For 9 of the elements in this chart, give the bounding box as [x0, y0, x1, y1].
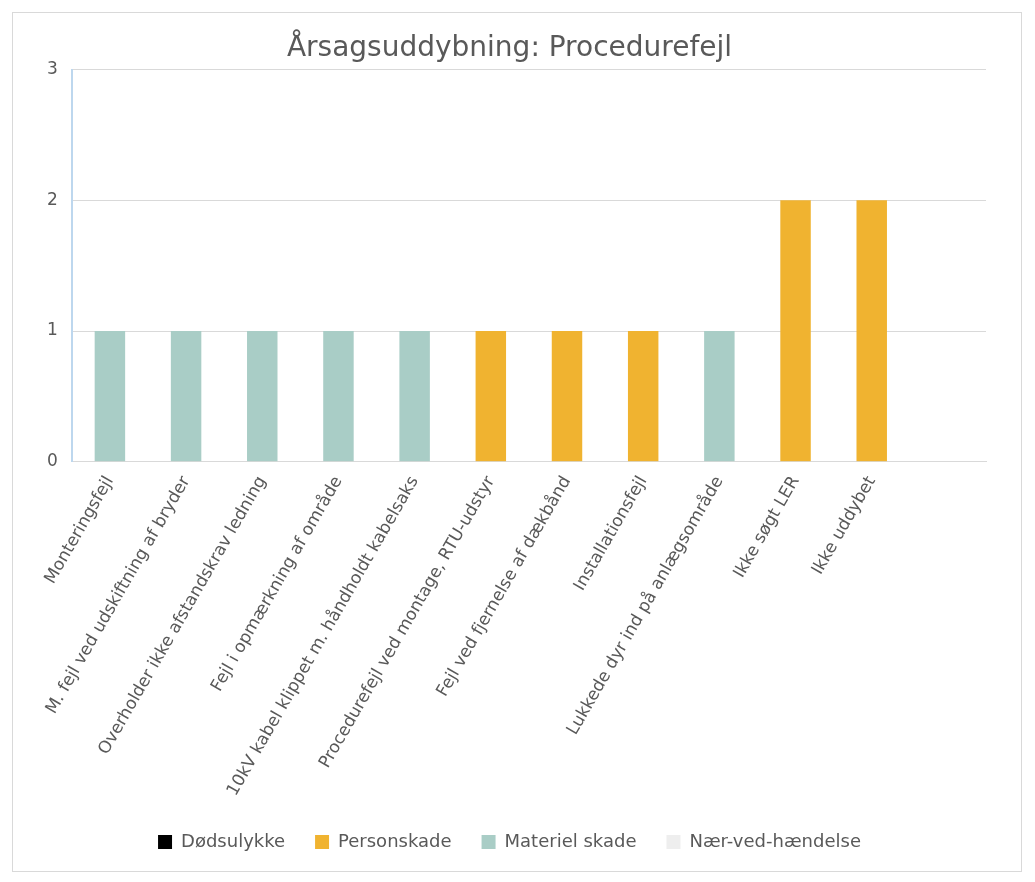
- legend-label: Personskade: [338, 829, 452, 851]
- y-tick-label: 0: [46, 450, 58, 471]
- y-tick-label: 3: [46, 58, 58, 79]
- legend-label: Nær-ved-hændelse: [689, 829, 861, 851]
- y-tick-label: 2: [46, 188, 58, 209]
- chart-title: Årsagsuddybning: Procedurefejl: [286, 29, 733, 64]
- legend-label: Dødsulykke: [181, 829, 286, 851]
- y-tick-label: 1: [46, 319, 58, 340]
- legend-label: Materiel skade: [504, 829, 637, 851]
